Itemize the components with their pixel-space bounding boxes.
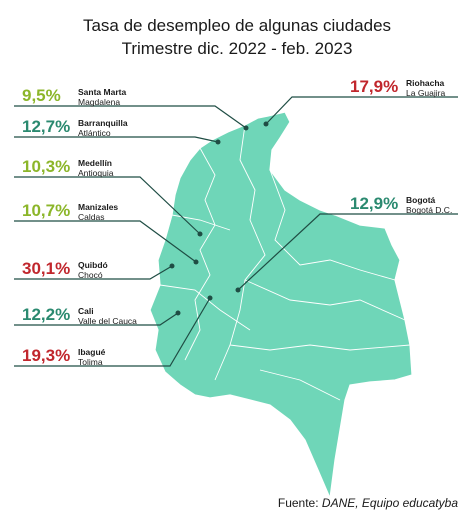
unemployment-rate: 9,5% — [22, 86, 61, 105]
city-name: Ibagué — [78, 347, 106, 357]
source-text: DANE, Equipo educatyba — [322, 496, 458, 510]
unemployment-rate: 12,7% — [22, 117, 70, 136]
department-name: Magdalena — [78, 97, 120, 107]
leader-line — [237, 213, 458, 291]
unemployment-rate: 12,2% — [22, 305, 70, 324]
leader-line — [14, 297, 211, 367]
city-dot — [243, 125, 249, 131]
unemployment-rate: 19,3% — [22, 346, 70, 365]
city-dot — [263, 121, 269, 127]
city-dot — [207, 295, 213, 301]
subtitle: Trimestre dic. 2022 - feb. 2023 — [122, 39, 353, 58]
leader-line — [14, 220, 197, 263]
colombia-map — [149, 111, 413, 501]
city-dot — [235, 287, 241, 293]
city-dot — [193, 259, 199, 265]
unemployment-rate: 17,9% — [350, 77, 398, 96]
city-name: Bogotá — [406, 195, 436, 205]
department-name: Valle del Cauca — [78, 316, 137, 326]
leader-line — [14, 105, 247, 129]
city-name: Quibdó — [78, 260, 108, 270]
city-name: Barranquilla — [78, 118, 128, 128]
leader-line — [14, 176, 201, 235]
source-label: Fuente: — [278, 496, 319, 510]
department-name: Chocó — [78, 270, 103, 280]
city-name: Manizales — [78, 202, 118, 212]
unemployment-rate: 12,9% — [350, 194, 398, 213]
leader-line — [14, 136, 219, 143]
city-name: Medellín — [78, 158, 112, 168]
city-name: Riohacha — [406, 78, 445, 88]
city-dot — [197, 231, 203, 237]
department-name: Antioquia — [78, 168, 114, 178]
leader-line — [14, 265, 173, 280]
department-name: Atlántico — [78, 128, 111, 138]
source: Fuente: DANE, Equipo educatyba — [278, 496, 458, 510]
unemployment-rate: 10,7% — [22, 201, 70, 220]
leader-line — [14, 312, 179, 326]
department-name: Caldas — [78, 212, 104, 222]
city-dot — [215, 139, 221, 145]
unemployment-rate: 10,3% — [22, 157, 70, 176]
city-name: Cali — [78, 306, 94, 316]
department-name: La Guajira — [406, 88, 445, 98]
city-dot — [169, 263, 175, 269]
unemployment-rate: 30,1% — [22, 259, 70, 278]
title: Tasa de desempleo de algunas ciudades — [83, 16, 391, 35]
leader-line — [265, 96, 458, 125]
city-name: Santa Marta — [78, 87, 126, 97]
department-name: Bogotá D.C. — [406, 205, 452, 215]
city-dot — [175, 310, 181, 316]
map — [149, 111, 413, 501]
department-name: Tolima — [78, 357, 103, 367]
